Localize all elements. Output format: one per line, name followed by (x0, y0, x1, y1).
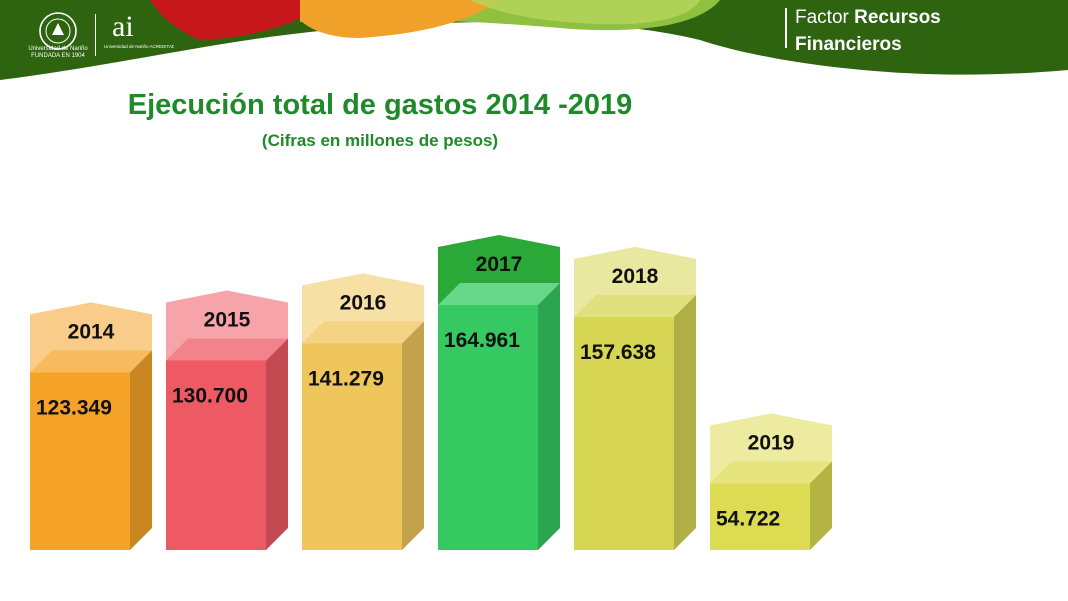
brand-divider (785, 8, 787, 48)
banner-orange-wave (300, 0, 500, 38)
bar-group-2014: 2014 123.349 (30, 302, 152, 550)
bar-chart: 2014 123.349 2015 130.700 2016 141.279 2017 164… (30, 235, 832, 550)
bar-group-2017: 2017 164.961 (438, 235, 560, 550)
bar-side-2017 (538, 283, 560, 550)
year-label-2019: 2019 (748, 431, 795, 454)
bar-top-2017 (438, 283, 560, 305)
bar-top-2018 (574, 294, 696, 317)
factor-prefix: Factor (795, 7, 849, 28)
ai-accreditation-logo: ai Universidad de Nariño ACREDITADA EN A… (104, 10, 174, 49)
university-seal-logo (39, 12, 77, 50)
svg-text:Universidad de Nariño ACREDITA: Universidad de Nariño ACREDITADA EN ALTA… (104, 44, 174, 49)
bar-top-2015 (166, 338, 288, 361)
value-label-2015: 130.700 (172, 384, 248, 407)
bar-side-2015 (266, 338, 288, 550)
year-label-2018: 2018 (612, 265, 659, 288)
bar-group-2019: 2019 54.722 (710, 413, 832, 550)
value-label-2018: 157.638 (580, 341, 656, 364)
bar-side-2014 (130, 350, 152, 550)
bar-2017 (438, 305, 538, 550)
bar-2018 (574, 316, 674, 550)
university-name-logo: Universidad de Nariño FUNDADA EN 1904 (22, 46, 94, 60)
banner-light-wave-right (470, 0, 700, 25)
factor-bold-word: Recursos (854, 7, 941, 28)
chart-subtitle: (Cifras en millones de pesos) (261, 131, 499, 150)
bar-top-2014 (30, 350, 152, 373)
banner-red-wave (150, 0, 330, 40)
university-name: Universidad de Nariño (28, 46, 88, 52)
factor-title-line2: Financieros (795, 34, 902, 55)
year-label-2015: 2015 (204, 308, 251, 331)
value-label-2016: 141.279 (308, 367, 384, 390)
bar-top-2016 (302, 321, 424, 344)
value-label-2019: 54.722 (716, 507, 780, 530)
bar-side-2018 (674, 294, 696, 550)
bar-2016 (302, 343, 402, 550)
bar-group-2018: 2018 157.638 (574, 246, 696, 550)
year-label-2016: 2016 (340, 291, 387, 314)
bar-2015 (166, 360, 266, 550)
bar-top-2019 (710, 461, 832, 484)
logo-separator (95, 14, 96, 56)
value-label-2014: 123.349 (36, 396, 112, 419)
bar-side-2016 (402, 321, 424, 550)
chart-title: Ejecución total de gastos 2014 -2019 (127, 89, 633, 121)
bar-2019 (710, 483, 810, 550)
bar-side-2019 (810, 461, 832, 550)
header-banner (0, 0, 1068, 80)
svg-text:ai: ai (112, 10, 134, 43)
value-label-2017: 164.961 (444, 329, 520, 352)
bar-group-2015: 2015 130.700 (166, 290, 288, 550)
year-label-2014: 2014 (68, 320, 115, 343)
bar-group-2016: 2016 141.279 (302, 273, 424, 550)
university-founded: FUNDADA EN 1904 (31, 53, 85, 59)
factor-title-line1: Factor Recursos (795, 7, 1015, 29)
bar-2014 (30, 372, 130, 550)
year-label-2017: 2017 (476, 253, 523, 276)
